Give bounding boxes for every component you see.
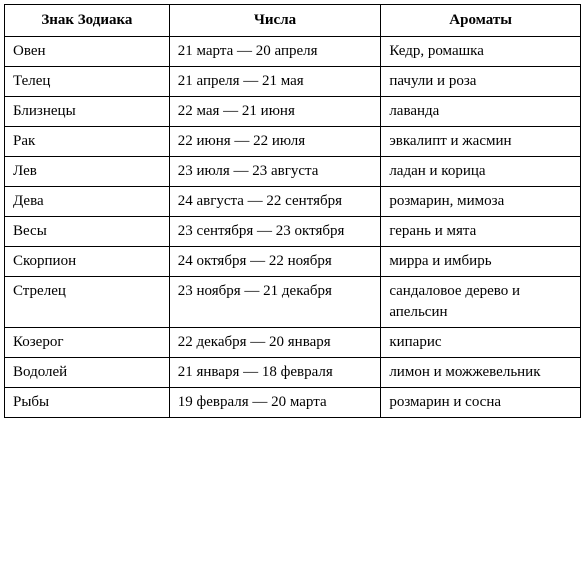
cell-aromas: кипарис (381, 328, 581, 358)
cell-sign: Козерог (5, 328, 170, 358)
table-row: Овен 21 марта — 20 апреля Кедр, ромашка (5, 37, 581, 67)
table-row: Скорпион 24 октября — 22 ноября мирра и … (5, 247, 581, 277)
table-row: Стрелец 23 ноября — 21 декабря сандалово… (5, 277, 581, 328)
cell-sign: Близнецы (5, 97, 170, 127)
cell-sign: Лев (5, 157, 170, 187)
cell-aromas: Кедр, ромашка (381, 37, 581, 67)
cell-sign: Телец (5, 67, 170, 97)
table-row: Водолей 21 января — 18 февраля лимон и м… (5, 358, 581, 388)
cell-aromas: пачули и роза (381, 67, 581, 97)
cell-aromas: сандаловое дерево и апельсин (381, 277, 581, 328)
zodiac-table: Знак Зодиака Числа Ароматы Овен 21 марта… (4, 4, 581, 418)
table-row: Рыбы 19 февраля — 20 марта розмарин и со… (5, 388, 581, 418)
cell-dates: 22 июня — 22 июля (169, 127, 381, 157)
cell-sign: Весы (5, 217, 170, 247)
cell-dates: 23 ноября — 21 декабря (169, 277, 381, 328)
table-row: Дева 24 августа — 22 сентября розмарин, … (5, 187, 581, 217)
cell-sign: Стрелец (5, 277, 170, 328)
cell-aromas: розмарин и сосна (381, 388, 581, 418)
cell-dates: 21 января — 18 февраля (169, 358, 381, 388)
cell-aromas: эвкалипт и жасмин (381, 127, 581, 157)
cell-dates: 21 апреля — 21 мая (169, 67, 381, 97)
cell-dates: 22 мая — 21 июня (169, 97, 381, 127)
header-dates: Числа (169, 5, 381, 37)
cell-sign: Дева (5, 187, 170, 217)
cell-dates: 24 августа — 22 сентября (169, 187, 381, 217)
header-sign: Знак Зодиака (5, 5, 170, 37)
header-aromas: Ароматы (381, 5, 581, 37)
cell-sign: Скорпион (5, 247, 170, 277)
cell-aromas: лаванда (381, 97, 581, 127)
cell-aromas: розмарин, мимоза (381, 187, 581, 217)
cell-sign: Рак (5, 127, 170, 157)
cell-dates: 21 марта — 20 апреля (169, 37, 381, 67)
cell-dates: 24 октября — 22 ноября (169, 247, 381, 277)
cell-dates: 19 февраля — 20 марта (169, 388, 381, 418)
cell-aromas: мирра и имбирь (381, 247, 581, 277)
table-row: Близнецы 22 мая — 21 июня лаванда (5, 97, 581, 127)
cell-aromas: герань и мята (381, 217, 581, 247)
cell-sign: Овен (5, 37, 170, 67)
cell-sign: Водолей (5, 358, 170, 388)
table-row: Телец 21 апреля — 21 мая пачули и роза (5, 67, 581, 97)
cell-dates: 23 сентября — 23 октября (169, 217, 381, 247)
table-row: Весы 23 сентября — 23 октября герань и м… (5, 217, 581, 247)
table-row: Козерог 22 декабря — 20 января кипарис (5, 328, 581, 358)
table-row: Лев 23 июля — 23 августа ладан и корица (5, 157, 581, 187)
table-row: Рак 22 июня — 22 июля эвкалипт и жасмин (5, 127, 581, 157)
cell-dates: 22 декабря — 20 января (169, 328, 381, 358)
table-body: Овен 21 марта — 20 апреля Кедр, ромашка … (5, 37, 581, 418)
cell-aromas: ладан и корица (381, 157, 581, 187)
cell-dates: 23 июля — 23 августа (169, 157, 381, 187)
cell-aromas: лимон и можже­вельник (381, 358, 581, 388)
header-row: Знак Зодиака Числа Ароматы (5, 5, 581, 37)
cell-sign: Рыбы (5, 388, 170, 418)
